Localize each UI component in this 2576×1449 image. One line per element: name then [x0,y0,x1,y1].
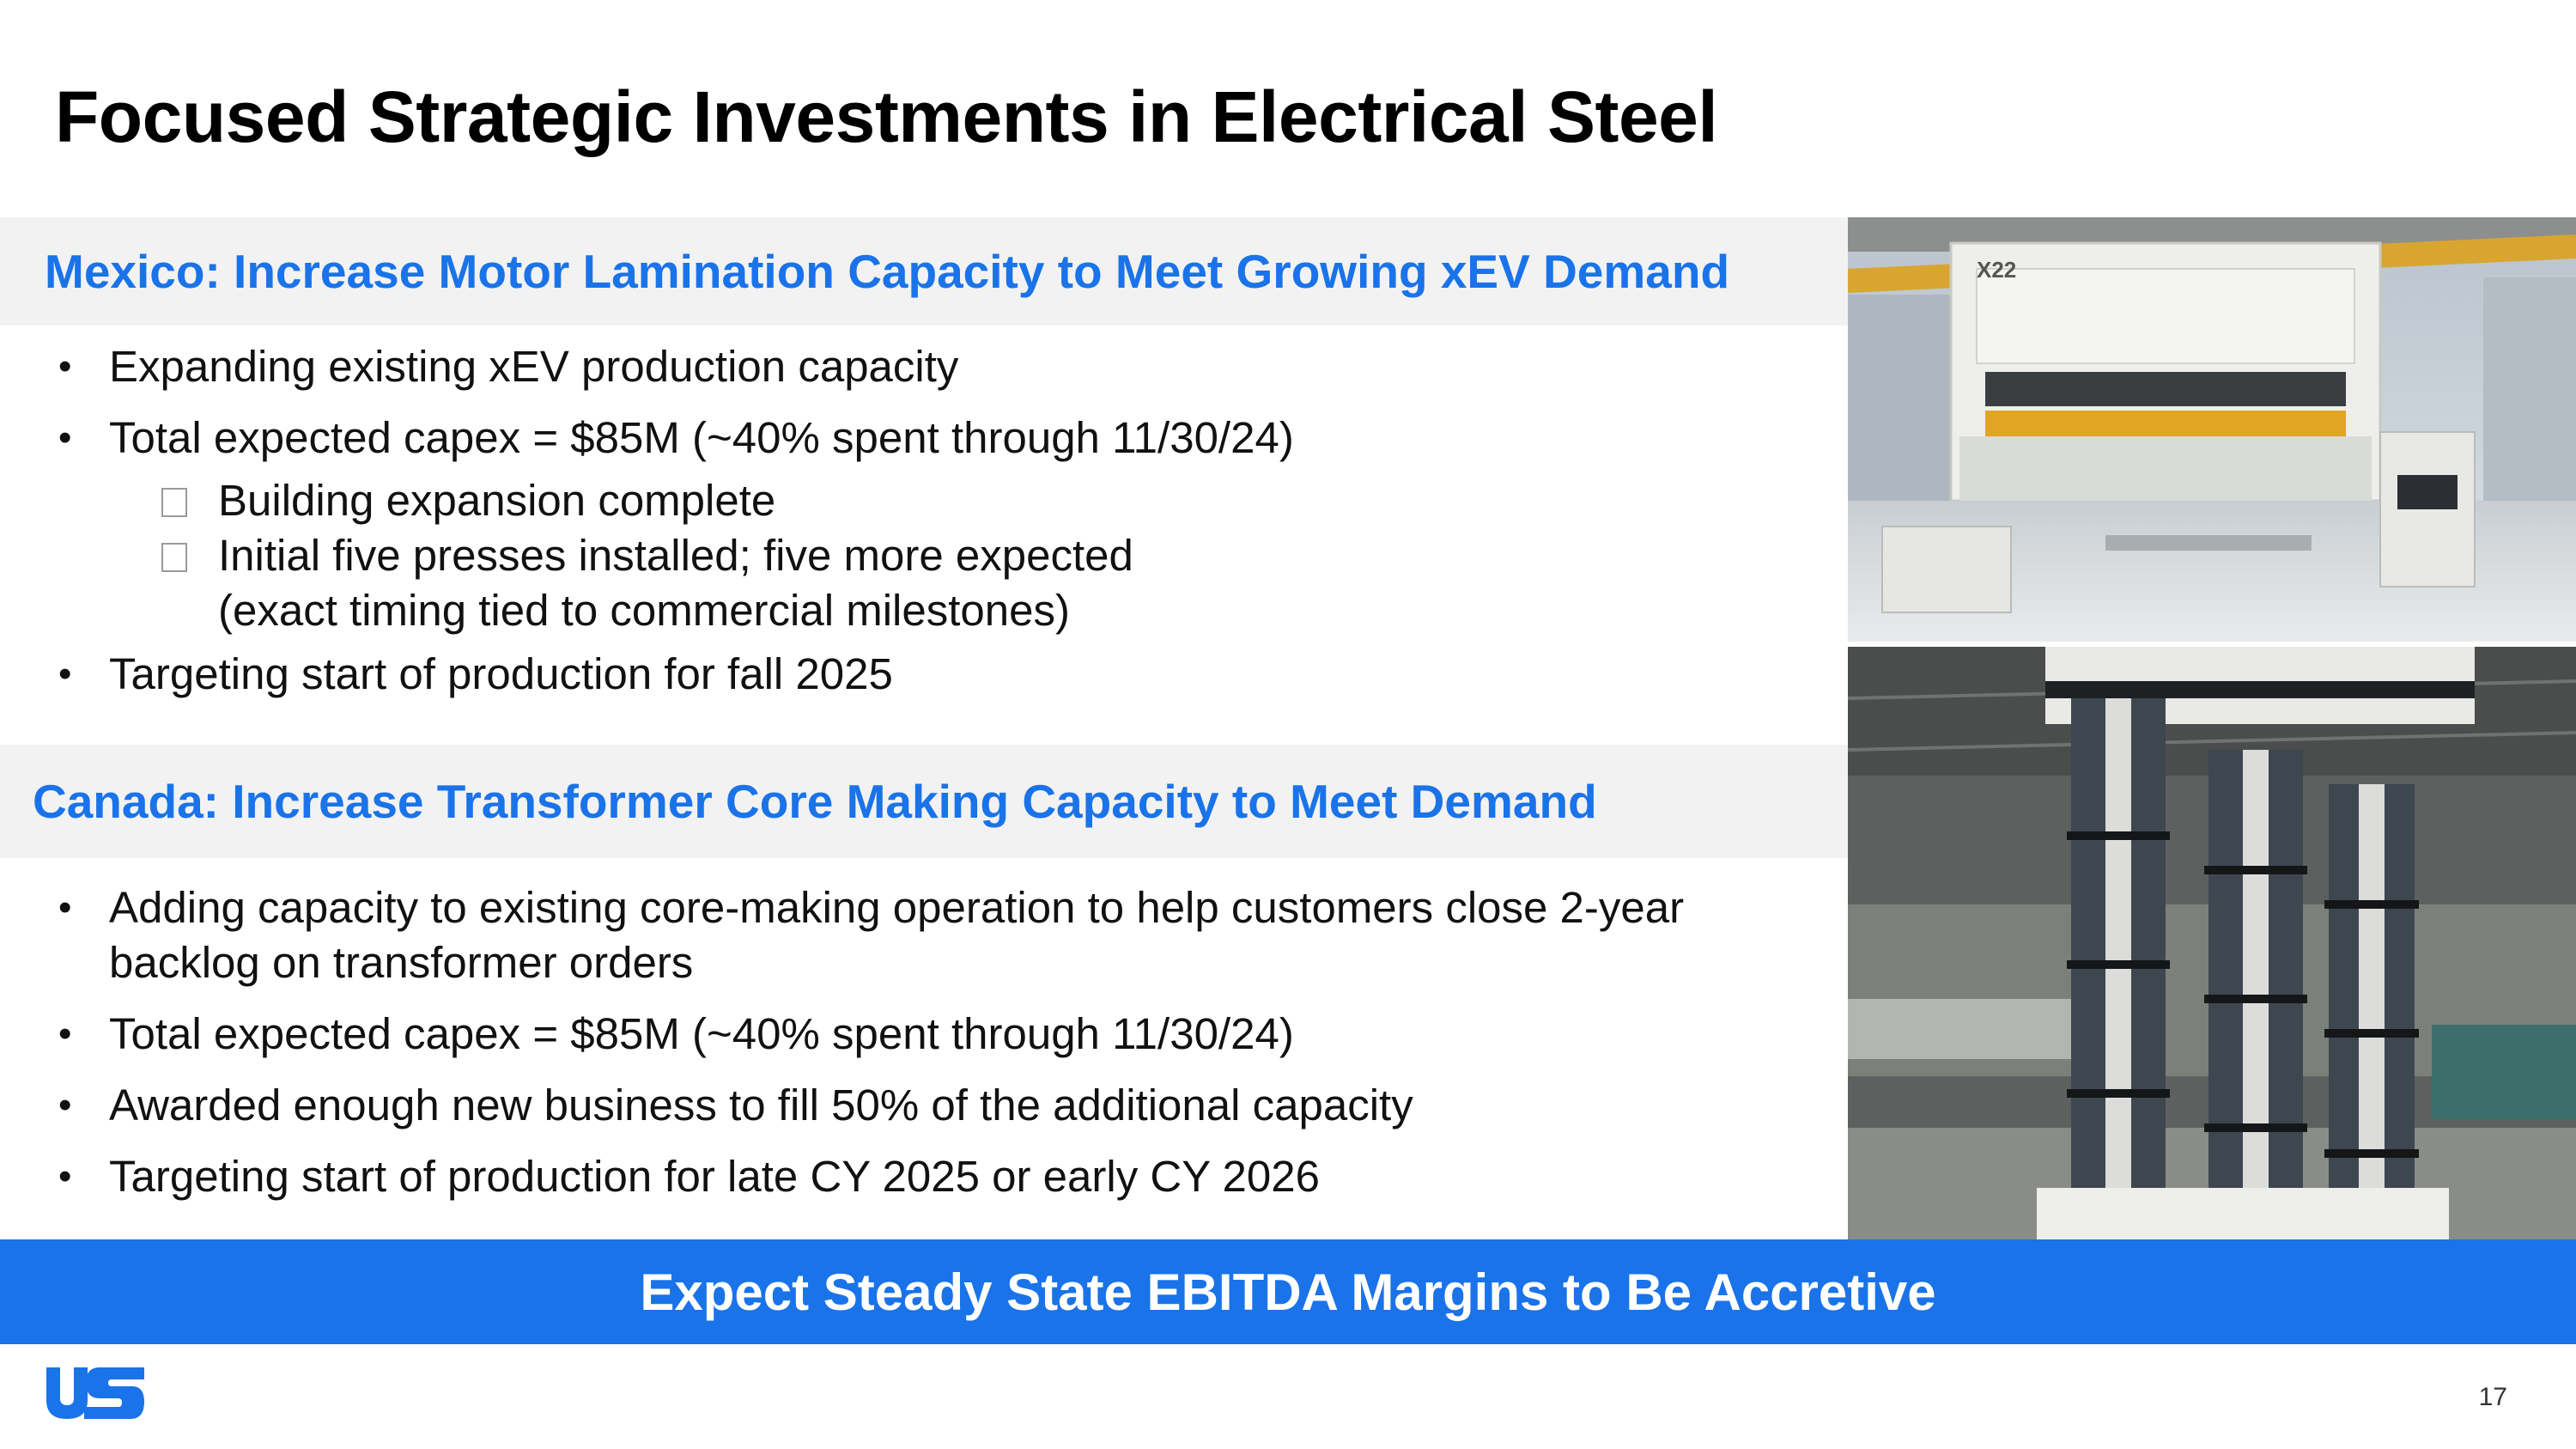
bullet-text: Total expected capex = $85M (~40% spent … [109,1009,1294,1058]
bullet-dot-icon: • [58,1084,72,1126]
mexico-section-header: Mexico: Increase Motor Lamination Capaci… [0,217,1848,326]
bullet-item: • Awarded enough new business to fill 50… [0,1078,1838,1133]
sub-bullet-box-icon [161,488,187,517]
bullet-item: • Targeting start of production for late… [0,1149,1838,1204]
transformer-cores-photo [1848,647,2576,1239]
bullet-text: Awarded enough new business to fill 50% … [109,1081,1413,1129]
bullet-text: Total expected capex = $85M (~40% spent … [109,413,1294,462]
bullet-text: Targeting start of production for fall 2… [109,649,893,698]
press-line-illustration: X22 [1848,217,2576,642]
sub-bullet-item: Initial five presses installed; five mor… [0,528,1838,638]
core-leg [2329,784,2415,1214]
bullet-text: Expanding existing xEV production capaci… [109,342,959,391]
page-number: 17 [2478,1383,2507,1411]
sub-bullet-box-icon [161,543,187,572]
bullet-item: • Expanding existing xEV production capa… [0,339,1838,394]
core-leg [2208,750,2303,1214]
company-logo [43,1366,151,1419]
bullet-dot-icon: • [58,417,72,459]
canada-section-header: Canada: Increase Transformer Core Making… [0,745,1848,858]
sub-bullet-text: Building expansion complete [218,476,776,525]
slide-title: Focused Strategic Investments in Electri… [55,76,1718,157]
bullet-dot-icon: • [58,653,72,695]
transformer-cores-illustration [1848,647,2576,1239]
bullet-dot-icon: • [58,1155,72,1197]
us-logo-icon [46,1367,144,1419]
bullet-item: • Total expected capex = $85M (~40% spen… [0,1007,1838,1062]
mexico-bullet-list: • Expanding existing xEV production capa… [0,339,1838,718]
bullet-dot-icon: • [58,345,72,387]
core-leg [2071,698,2166,1214]
bullet-text: Targeting start of production for late C… [109,1152,1320,1201]
bullet-item: • Adding capacity to existing core-makin… [0,880,1838,990]
accretive-margins-banner: Expect Steady State EBITDA Margins to Be… [0,1239,2576,1344]
press-line-photo: X22 [1848,217,2576,642]
bullet-dot-icon: • [58,886,72,928]
bullet-text: Adding capacity to existing core-making … [109,883,1685,987]
bullet-item: • Targeting start of production for fall… [0,647,1838,702]
canada-bullet-list: • Adding capacity to existing core-makin… [0,880,1838,1221]
sub-bullet-item: Building expansion complete [0,473,1838,528]
bullet-dot-icon: • [58,1013,72,1055]
sub-bullet-text: Initial five presses installed; five mor… [218,531,1133,635]
bullet-item: • Total expected capex = $85M (~40% spen… [0,411,1838,466]
press-model-label: X22 [1977,257,2016,283]
